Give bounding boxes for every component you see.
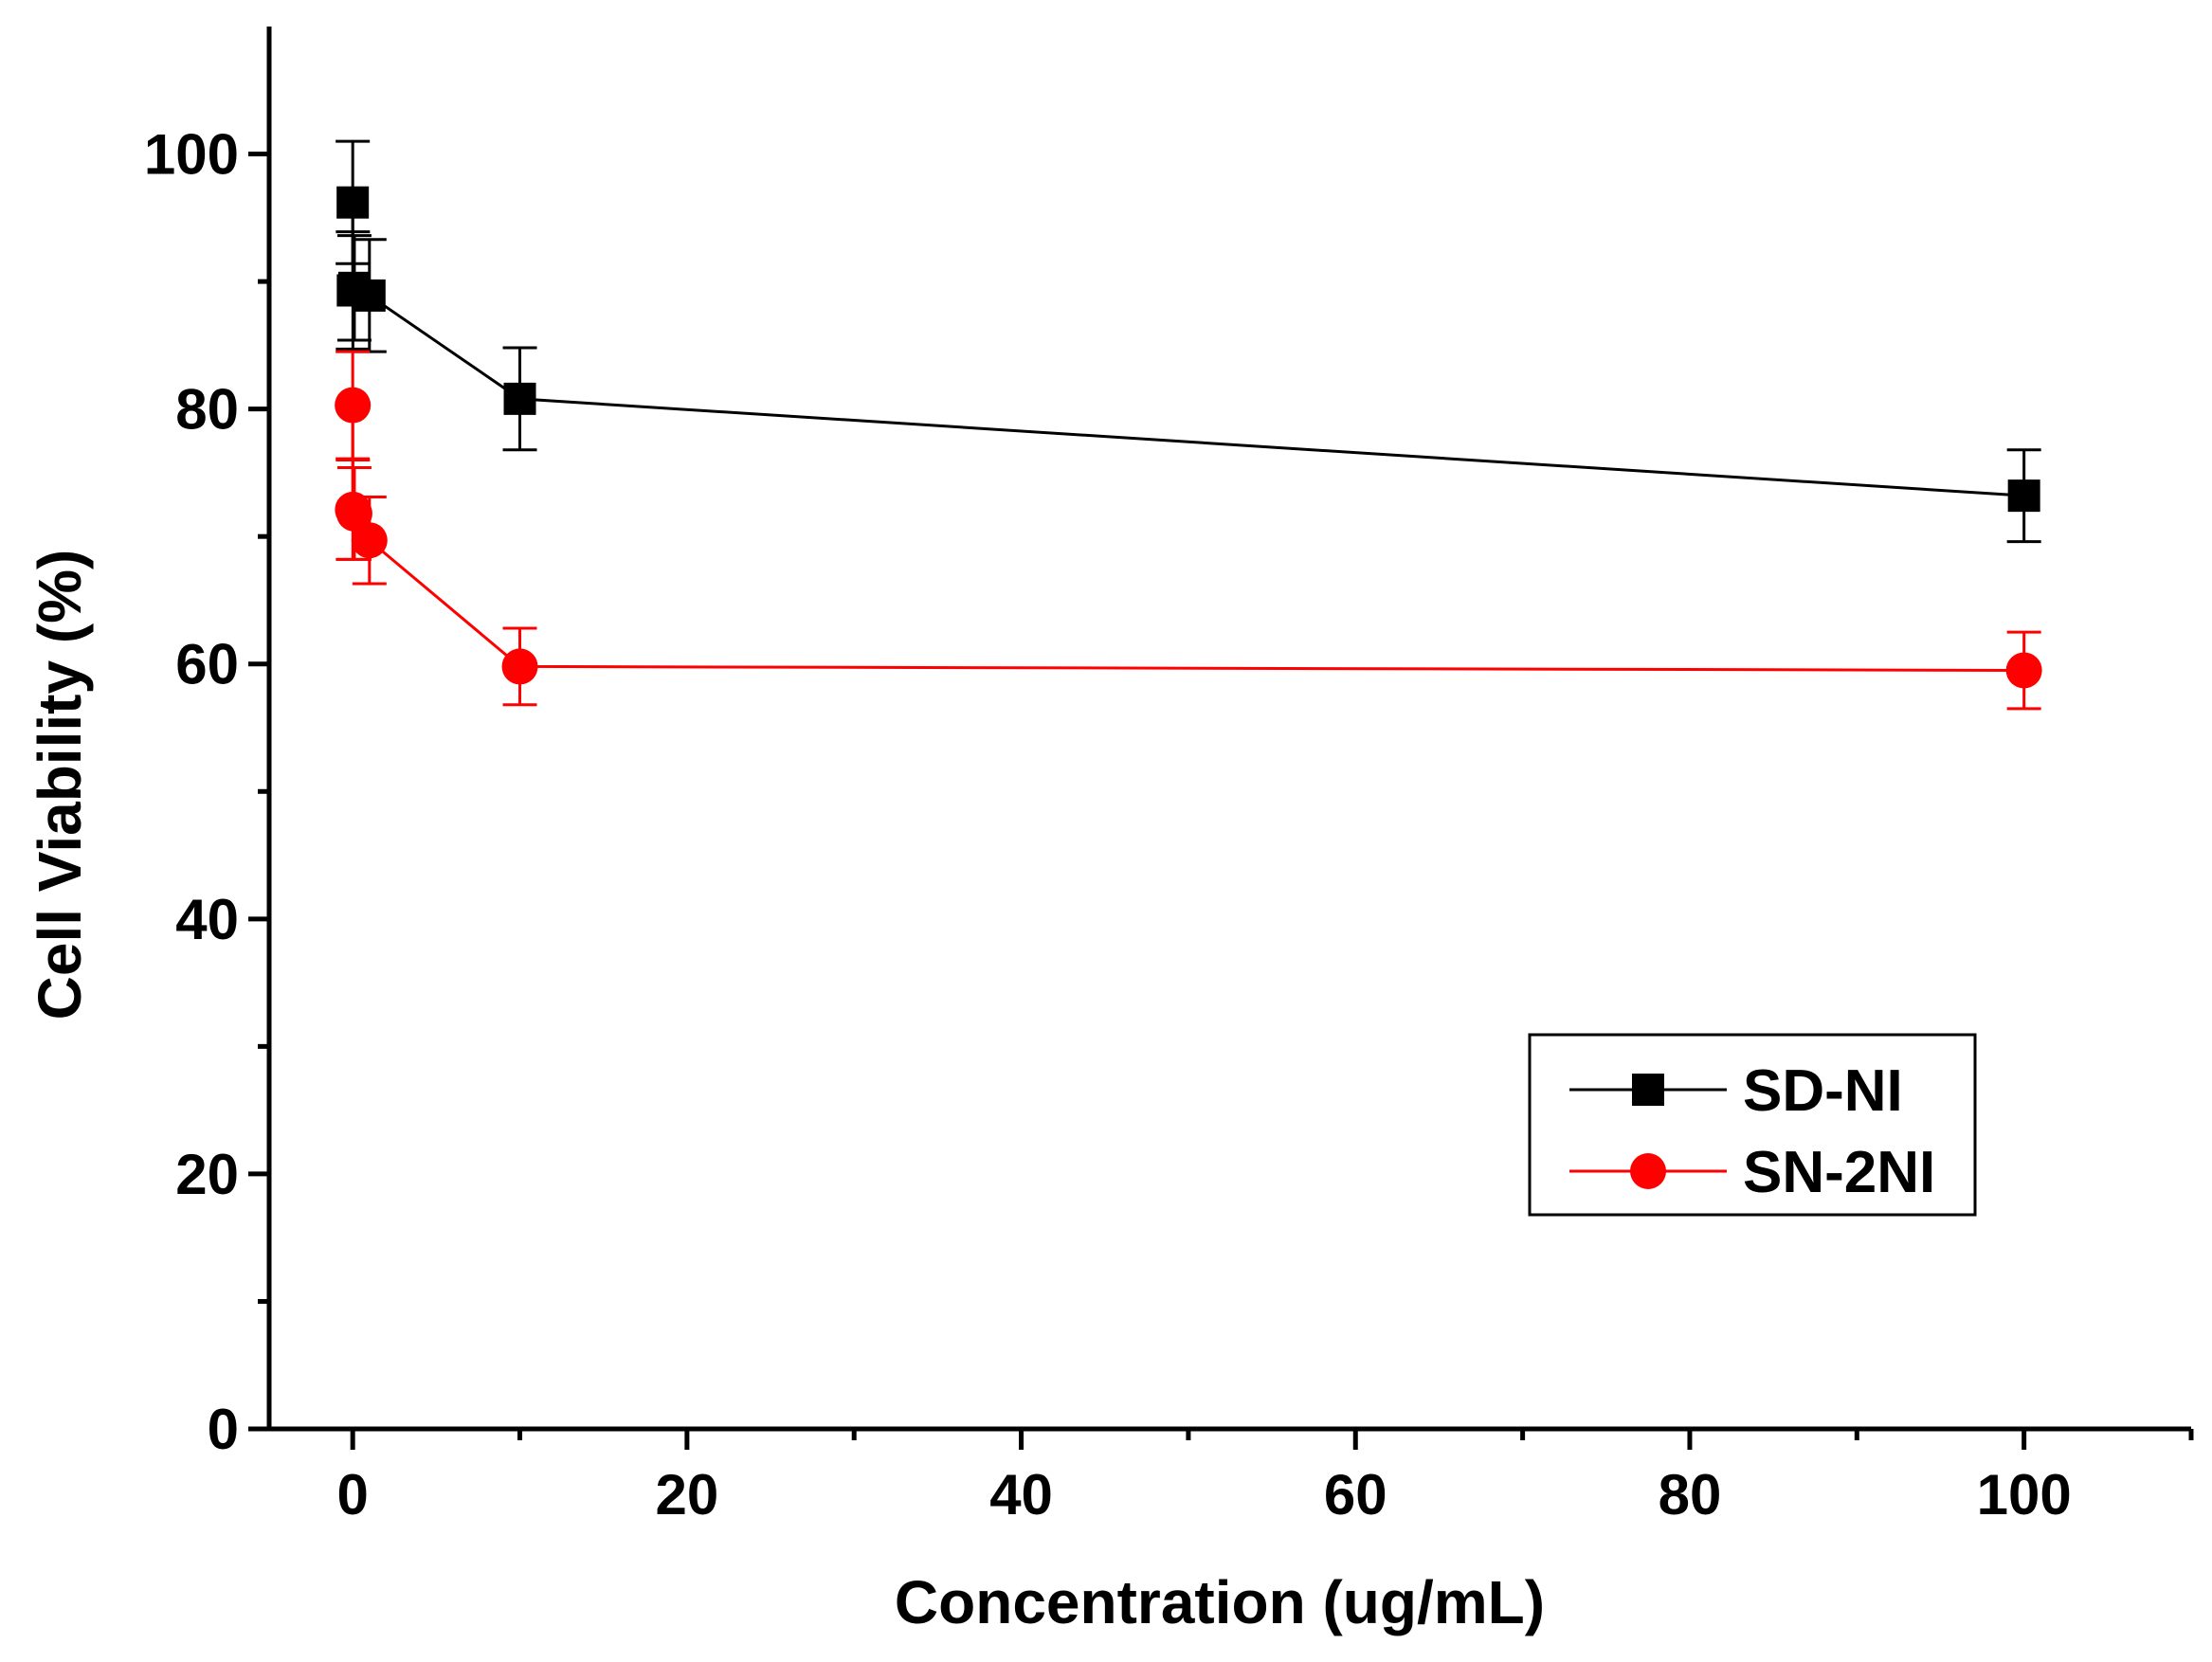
x-axis-title: Concentration (ug/mL) [895, 1568, 1545, 1636]
axes [266, 27, 2191, 1432]
data-point [2007, 479, 2040, 513]
data-point [335, 495, 372, 532]
legend-marker [1630, 1153, 1666, 1189]
series-line [351, 405, 2024, 672]
legend-label: SN-2NI [1743, 1140, 1935, 1205]
y-tick-label: 0 [208, 1398, 239, 1461]
x-tick-label: 20 [655, 1463, 718, 1527]
x-tick-label: 0 [336, 1463, 368, 1527]
x-tick-label: 40 [989, 1463, 1053, 1527]
data-point [353, 279, 386, 312]
series-layer [335, 139, 2042, 711]
x-tick-label: 100 [1977, 1463, 2072, 1527]
legend: SD-NI SN-2NI [1528, 1033, 1977, 1217]
legend-item: SN-2NI [1569, 1140, 1935, 1205]
data-point [503, 382, 536, 415]
y-axis-title: Cell Viability (%) [26, 550, 94, 1021]
legend-marker [1632, 1074, 1664, 1106]
legend-label: SD-NI [1743, 1058, 1903, 1124]
data-point [336, 186, 370, 219]
legend-item: SD-NI [1569, 1058, 1903, 1124]
legend-box [1528, 1033, 1977, 1217]
y-tick-label: 20 [175, 1143, 239, 1206]
series-sd-ni [335, 139, 2041, 544]
x-tick-label: 60 [1324, 1463, 1387, 1527]
data-point [335, 387, 372, 424]
y-tick-label: 100 [144, 123, 239, 187]
data-point [351, 522, 388, 559]
series-line [351, 202, 2024, 497]
x-axis-ticks: 0 20 40 60 80 100 [336, 1429, 2194, 1527]
y-tick-label: 80 [175, 378, 239, 442]
y-axis-ticks: 0 20 40 60 80 100 [144, 123, 269, 1461]
x-tick-label: 80 [1659, 1463, 1722, 1527]
series-sn-2ni [335, 350, 2042, 711]
data-point [501, 648, 538, 685]
y-tick-label: 60 [175, 633, 239, 696]
y-tick-label: 40 [175, 888, 239, 951]
data-point [2005, 652, 2042, 689]
